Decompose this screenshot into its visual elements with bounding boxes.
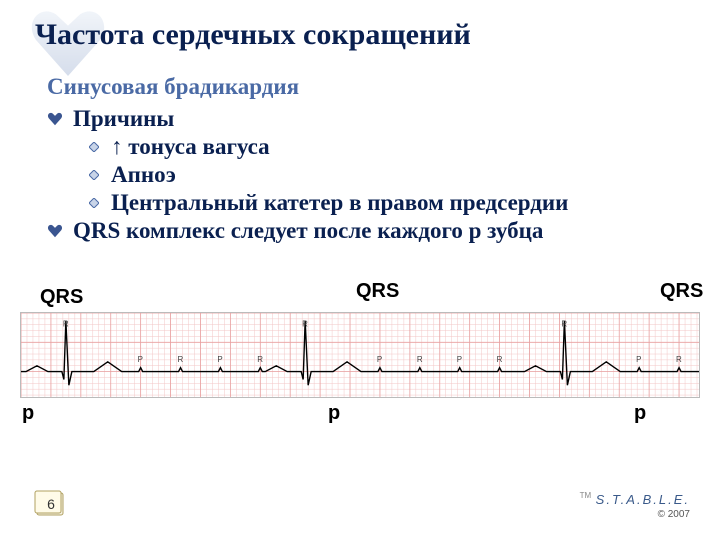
sub-bullet-catheter: Центральный катетер в правом предсердии (89, 190, 685, 216)
page-number-badge: 6 (34, 490, 68, 518)
bullet-text: Причины (73, 106, 174, 132)
main-bullet-list-2: QRS комплекс следует после каждого p зуб… (47, 218, 685, 244)
bullet-text: Центральный катетер в правом предсердии (111, 190, 568, 216)
tm-mark: TM (580, 491, 592, 500)
svg-text:P: P (138, 355, 143, 364)
qrs-label-3: QRS (660, 280, 703, 303)
sub-bullet-list: ↑ тонуса вагуса Апноэ Центральный катете… (89, 134, 685, 216)
diamond-bullet-icon (89, 170, 99, 180)
svg-text:P: P (377, 355, 382, 364)
svg-text:R: R (497, 355, 503, 364)
svg-text:R: R (178, 355, 184, 364)
svg-text:R: R (417, 355, 423, 364)
diamond-bullet-icon (89, 198, 99, 208)
bullet-text: ↑ тонуса вагуса (111, 134, 270, 160)
bullet-causes: Причины (47, 106, 685, 132)
diamond-bullet-icon (89, 142, 99, 152)
p-label-1: p (22, 402, 34, 425)
svg-text:P: P (457, 355, 462, 364)
qrs-label-1: QRS (40, 286, 83, 309)
svg-text:R: R (676, 355, 682, 364)
footer-logo: TM S.T.A.B.L.E. © 2007 (580, 491, 690, 520)
bullet-text: Апноэ (111, 162, 176, 188)
heart-bullet-icon (47, 112, 63, 126)
sub-bullet-vagus: ↑ тонуса вагуса (89, 134, 685, 160)
qrs-label-2: QRS (356, 280, 399, 303)
svg-text:R: R (302, 320, 308, 329)
copyright: © 2007 (580, 509, 690, 520)
slide-title: Частота сердечных сокращений (35, 18, 685, 52)
logo-text: S.T.A.B.L.E. (596, 492, 690, 507)
bullet-qrs: QRS комплекс следует после каждого p зуб… (47, 218, 685, 244)
bullet-text: QRS комплекс следует после каждого p зуб… (73, 218, 543, 244)
svg-text:R: R (257, 355, 263, 364)
ecg-trace: R P R P R R P R P R R P R (21, 313, 699, 397)
p-label-2: p (328, 402, 340, 425)
heart-bullet-icon (47, 224, 63, 238)
p-label-3: p (634, 402, 646, 425)
sub-bullet-apnea: Апноэ (89, 162, 685, 188)
svg-text:R: R (561, 320, 567, 329)
main-bullet-list: Причины (47, 106, 685, 132)
svg-text:R: R (63, 320, 69, 329)
ecg-diagram-area: QRS QRS QRS p p p RPRPRRPRPRRPR (0, 290, 720, 420)
slide-subtitle: Синусовая брадикардия (47, 74, 685, 100)
svg-text:P: P (636, 355, 641, 364)
ecg-strip: R P R P R R P R P R R P R (20, 312, 700, 398)
svg-text:P: P (217, 355, 222, 364)
page-number: 6 (47, 496, 55, 512)
